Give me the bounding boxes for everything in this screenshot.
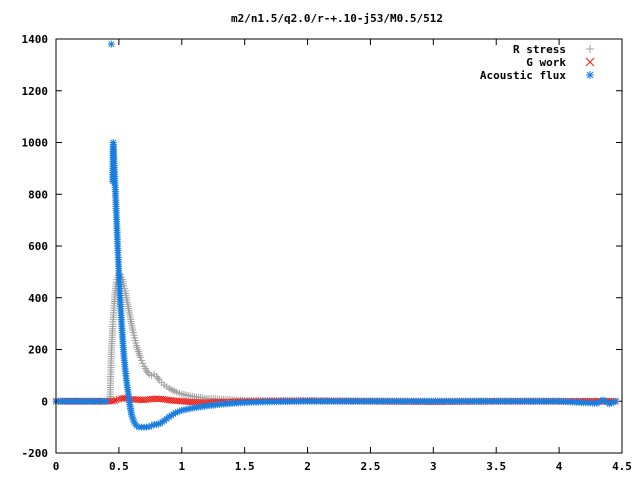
- x-tick-label: 2: [304, 460, 311, 473]
- x-tick-label: 3: [430, 460, 437, 473]
- ticks-layer: 0 0.5 1 1.5 2 2.5 3 3.5 4 4.5 -200 0 200 400 600 800 100…: [22, 33, 632, 473]
- data-point: [107, 40, 115, 48]
- data-point: [144, 369, 152, 377]
- data-point: [102, 397, 110, 405]
- x-tick-label: 2.5: [361, 460, 381, 473]
- data-point: [145, 423, 153, 431]
- data-point: [174, 408, 182, 416]
- data-point: [169, 410, 177, 418]
- y-tick-label: -200: [22, 447, 49, 460]
- data-point: [599, 396, 607, 404]
- data-point: [597, 397, 605, 405]
- data-point: [605, 400, 613, 408]
- y-tick-label: 800: [28, 188, 48, 201]
- data-point: [109, 397, 116, 405]
- x-tick-label: 0.5: [109, 460, 129, 473]
- y-tick-label: 400: [28, 292, 48, 305]
- legend-marker: [586, 45, 594, 53]
- data-point: [593, 399, 601, 407]
- x-tick-label: 1.5: [235, 460, 255, 473]
- data-point: [595, 398, 603, 406]
- legend-label: R stress: [513, 43, 566, 56]
- x-tick-label: 4: [556, 460, 563, 473]
- x-tick-label: 3.5: [486, 460, 506, 473]
- legend-marker: [586, 71, 594, 79]
- data-point: [129, 414, 137, 422]
- plot-frame: [55, 38, 623, 454]
- data-point: [129, 416, 137, 424]
- data-point: [603, 399, 611, 407]
- data-point: [127, 410, 135, 418]
- data-point: [167, 411, 175, 419]
- data-point: [136, 353, 144, 361]
- data-point: [138, 356, 146, 364]
- data-layer: [52, 40, 620, 431]
- data-point: [153, 421, 161, 429]
- data-point: [612, 397, 620, 405]
- data-point: [111, 397, 118, 404]
- legend-marker: [585, 57, 595, 67]
- series-star-markers: [52, 40, 620, 431]
- x-tick-label: 4.5: [612, 460, 632, 473]
- x-tick-label: 1: [178, 460, 185, 473]
- y-tick-label: 600: [28, 240, 48, 253]
- data-point: [155, 420, 163, 428]
- data-point: [154, 374, 162, 382]
- data-point: [143, 367, 151, 375]
- data-point: [132, 422, 140, 430]
- data-point: [176, 407, 184, 415]
- y-tick-label: 1200: [22, 85, 49, 98]
- data-point: [143, 423, 151, 431]
- x-tick-label: 0: [53, 460, 60, 473]
- y-tick-label: 0: [41, 395, 48, 408]
- data-point: [601, 397, 609, 405]
- data-point: [171, 409, 179, 417]
- legend-label: Acoustic flux: [480, 69, 566, 82]
- data-point: [128, 412, 136, 420]
- y-tick-label: 1000: [22, 137, 49, 150]
- y-tick-label: 1400: [22, 33, 49, 46]
- data-point: [113, 396, 120, 404]
- data-point: [139, 359, 147, 367]
- data-point: [165, 413, 173, 421]
- data-point: [148, 422, 156, 430]
- data-point: [608, 399, 616, 407]
- y-tick-label: 200: [28, 344, 48, 357]
- data-point: [610, 398, 618, 406]
- chart-title: m2/n1.5/q2.0/r-+.10-j53/M0.5/512: [231, 12, 443, 25]
- legend-label: G work: [526, 56, 566, 69]
